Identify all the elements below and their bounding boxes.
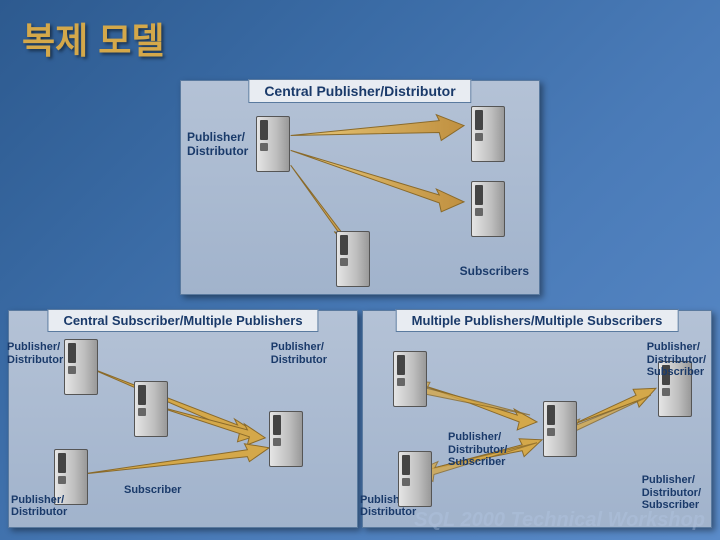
panel-title-right: Multiple Publishers/Multiple Subscribers [396, 309, 679, 332]
panel-multiple-publishers: Multiple Publishers/Multiple Subscribers… [362, 310, 712, 528]
server-sub3 [336, 231, 370, 287]
panel-title-top: Central Publisher/Distributor [248, 79, 471, 103]
label-pubdist: Publisher/ Distributor [187, 131, 248, 159]
label-pd3: Publisher/ Distributor [271, 341, 327, 366]
label-r-pds2: Publisher/ Distributor/ Subscriber [647, 341, 706, 379]
label-sub: Subscriber [124, 484, 181, 497]
server-sub2 [471, 181, 505, 237]
server-publisher [256, 116, 290, 172]
server-r2 [543, 401, 577, 457]
label-pd2: Publisher/ Distributor [11, 494, 67, 519]
label-subscribers: Subscribers [460, 265, 529, 279]
server-r1 [393, 351, 427, 407]
panel-central-subscriber: Central Subscriber/Multiple Publishers P… [8, 310, 358, 528]
server-pd2 [134, 381, 168, 437]
watermark: SQL 2000 Technical Workshop [414, 509, 705, 532]
server-r3 [398, 451, 432, 507]
label-r-pds1: Publisher/ Distributor/ Subscriber [448, 431, 507, 469]
page-title: 복제 모델 [22, 12, 164, 64]
server-pd1 [64, 339, 98, 395]
label-pd1: Publisher/ Distributor [7, 341, 63, 366]
server-sub1 [471, 106, 505, 162]
server-sub [269, 411, 303, 467]
label-r-pds3: Publisher/ Distributor/ Subscriber [642, 474, 701, 512]
panel-title-left: Central Subscriber/Multiple Publishers [47, 309, 318, 332]
panel-central-publisher: Central Publisher/Distributor Publisher/… [180, 80, 540, 295]
